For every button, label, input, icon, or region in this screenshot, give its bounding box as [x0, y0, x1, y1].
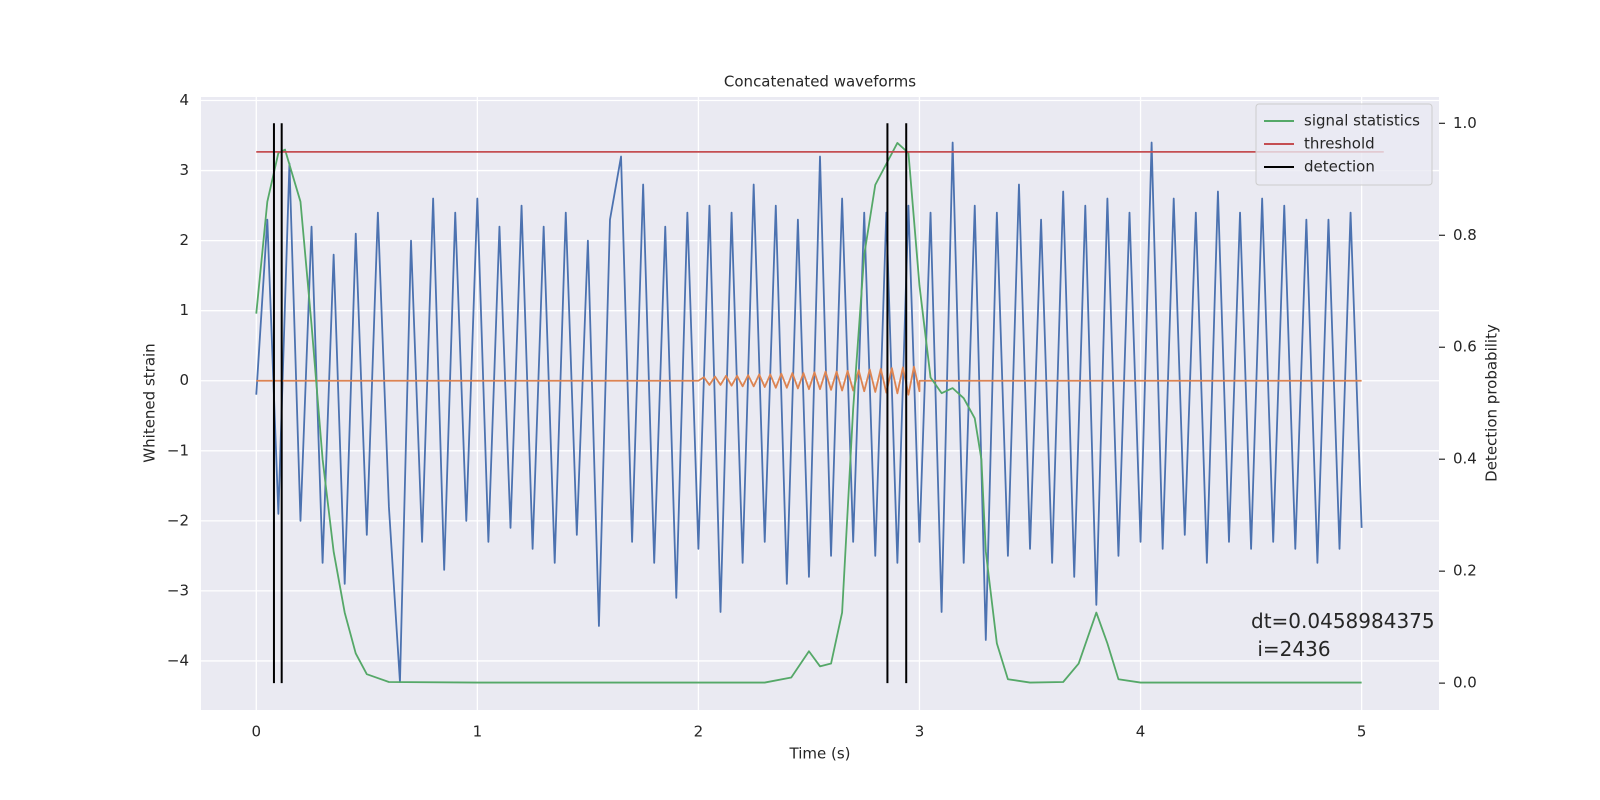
y-tick-label: −4 [167, 651, 189, 669]
data-line [256, 365, 1362, 396]
data-line [255, 141, 1363, 683]
y-tick-label: −3 [167, 581, 189, 599]
chart-title: Concatenated waveforms [724, 73, 916, 91]
y2-tick-label: 0.0 [1453, 674, 1477, 692]
y-tick-label: 3 [179, 161, 189, 179]
y2-axis-label: Detection probability [1483, 324, 1501, 482]
legend-label: threshold [1304, 135, 1375, 153]
y2-tick-label: 0.2 [1453, 562, 1477, 580]
legend-label: detection [1304, 158, 1375, 176]
annotation-line: i=2436 [1251, 637, 1331, 661]
legend-box [1255, 103, 1433, 186]
y2-tick-label: 0.8 [1453, 226, 1477, 244]
x-tick-label: 3 [915, 723, 925, 741]
y-tick-label: 4 [179, 91, 189, 109]
x-tick-label: 1 [473, 723, 483, 741]
x-tick-label: 2 [694, 723, 704, 741]
y-axis-label: Whitened strain [141, 343, 159, 462]
x-axis-label: Time (s) [789, 745, 851, 763]
y2-tick-label: 0.4 [1453, 450, 1477, 468]
y-tick-label: 2 [179, 231, 189, 249]
y-tick-label: −2 [167, 511, 189, 529]
data-line [255, 142, 1362, 684]
x-tick-label: 4 [1136, 723, 1146, 741]
y-tick-label: 0 [179, 371, 189, 389]
y2-tick-label: 1.0 [1453, 114, 1477, 132]
y-tick-label: −1 [167, 441, 189, 459]
annotation-line: dt=0.0458984375 [1251, 609, 1435, 633]
y-tick-label: 1 [179, 301, 189, 319]
y2-tick-label: 0.6 [1453, 338, 1477, 356]
x-tick-label: 0 [251, 723, 261, 741]
annotation: dt=0.0458984375 i=2436 [1251, 609, 1435, 661]
x-tick-label: 5 [1357, 723, 1367, 741]
legend-label: signal statistics [1304, 112, 1420, 130]
